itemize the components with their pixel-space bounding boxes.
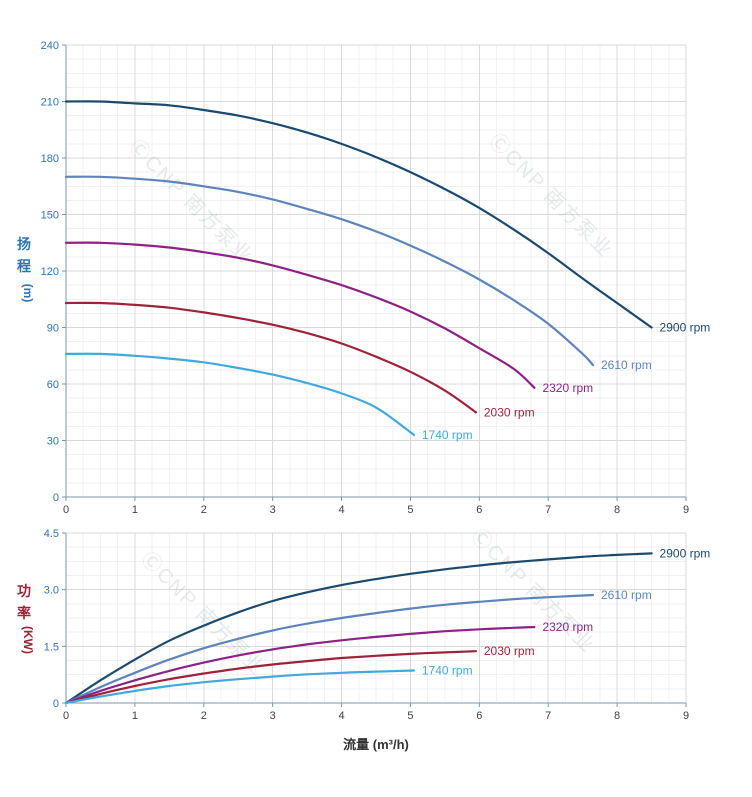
y-tick-label: 0: [53, 492, 59, 504]
x-tick-label: 1: [132, 504, 138, 516]
y-tick-label: 3.0: [44, 585, 59, 597]
x-tick-label: 3: [270, 710, 276, 722]
x-tick-label: 2: [201, 710, 207, 722]
series-label-2900-rpm: 2900 rpm: [660, 321, 711, 335]
y-tick-label: 60: [47, 379, 59, 391]
series-label-2610-rpm: 2610 rpm: [601, 358, 652, 372]
y-axis-title-part: 率: [17, 605, 31, 621]
y-axis-title-part: 扬: [17, 236, 31, 252]
series-curve-2030-rpm: [64, 301, 477, 414]
y-axis-title-part: 程: [17, 258, 31, 274]
y-tick-label: 180: [41, 153, 59, 165]
x-tick-label: 0: [63, 710, 69, 722]
series-curve-2900-rpm: [64, 100, 653, 329]
x-tick-label: 5: [407, 710, 413, 722]
y-tick-label: 120: [41, 266, 59, 278]
series-label-1740-rpm: 1740 rpm: [422, 428, 473, 442]
y-tick-label: 1.5: [44, 641, 59, 653]
series-label-2320-rpm: 2320 rpm: [542, 620, 593, 634]
y-axis-title-part: (m): [21, 284, 35, 303]
y-axis-title-part: 功: [17, 583, 31, 599]
y-tick-label: 0: [53, 698, 59, 710]
watermark-text: ⒸCNP 南方泵业: [466, 524, 599, 657]
x-tick-label: 8: [614, 710, 620, 722]
series-label-2610-rpm: 2610 rpm: [601, 588, 652, 602]
x-tick-label: 7: [545, 504, 551, 516]
series-curve-1740-rpm: [64, 352, 415, 436]
series-curve-2610-rpm: [64, 175, 595, 367]
watermark-text: ⒸCNP 南方泵业: [124, 135, 257, 268]
series-curve-2610-rpm: [64, 593, 595, 705]
x-tick-label: 9: [683, 710, 689, 722]
x-tick-label: 6: [476, 504, 482, 516]
series-label-1740-rpm: 1740 rpm: [422, 664, 473, 678]
series-curve-2900-rpm: [64, 552, 653, 705]
x-tick-label: 3: [270, 504, 276, 516]
y-tick-label: 240: [41, 40, 59, 52]
x-tick-label: 7: [545, 710, 551, 722]
x-tick-label: 5: [407, 504, 413, 516]
y-tick-label: 90: [47, 323, 59, 335]
x-axis-title: 流量 (m³/h): [343, 737, 409, 752]
x-tick-label: 0: [63, 504, 69, 516]
x-tick-label: 4: [338, 504, 344, 516]
y-axis-title-part: (KW): [21, 626, 35, 654]
series-label-2030-rpm: 2030 rpm: [484, 405, 535, 419]
series-label-2900-rpm: 2900 rpm: [660, 546, 711, 560]
x-tick-label: 4: [338, 710, 344, 722]
series-curve-1740-rpm: [64, 669, 415, 705]
y-tick-label: 30: [47, 436, 59, 448]
x-tick-label: 8: [614, 504, 620, 516]
x-tick-label: 1: [132, 710, 138, 722]
series-curve-2320-rpm: [64, 241, 536, 389]
x-tick-label: 2: [201, 504, 207, 516]
x-tick-label: 6: [476, 710, 482, 722]
y-tick-label: 210: [41, 97, 59, 109]
series-label-2320-rpm: 2320 rpm: [542, 381, 593, 395]
series-label-2030-rpm: 2030 rpm: [484, 644, 535, 658]
x-tick-label: 9: [683, 504, 689, 516]
y-tick-label: 150: [41, 210, 59, 222]
series-curve-2320-rpm: [64, 626, 536, 705]
series-curve-2030-rpm: [64, 650, 477, 705]
y-tick-label: 4.5: [44, 528, 59, 540]
